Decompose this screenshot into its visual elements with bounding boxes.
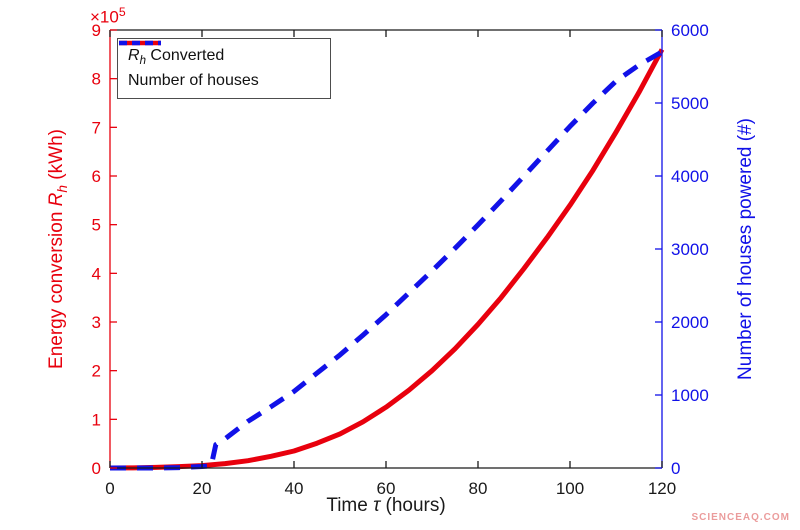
y-right-tick-label: 2000 — [671, 313, 709, 332]
y-right-tick-label: 0 — [671, 459, 680, 478]
legend-sample-dashed-blue-line — [119, 40, 161, 46]
y-right-tick-label: 4000 — [671, 167, 709, 186]
multiplier-exponent: 5 — [118, 5, 126, 19]
x-tick-label: 100 — [556, 479, 584, 498]
watermark: SCIENCEAQ.COM — [691, 512, 790, 523]
x-tick-label: 20 — [193, 479, 212, 498]
x-axis-label: Time τ (hours) — [326, 495, 445, 517]
x-axis-label-symbol: τ — [373, 495, 381, 516]
y-left-tick-label: 4 — [92, 264, 101, 283]
y-right-axis-label: Number of houses powered (#) — [735, 118, 756, 380]
y-right-tick-label: 6000 — [671, 21, 709, 40]
x-tick-label: 60 — [377, 479, 396, 498]
legend-label-number-of-houses: Number of houses — [128, 72, 259, 89]
legend-rh-symbol: R — [128, 46, 140, 64]
y-left-label-pre: Energy conversion — [46, 206, 68, 369]
series-line-0 — [109, 48, 665, 471]
y-left-tick-label: 9 — [92, 21, 101, 40]
x-tick-label: 40 — [285, 479, 304, 498]
legend-rh-post: Converted — [145, 46, 225, 64]
y-left-axis-multiplier: ×105 — [90, 5, 126, 28]
x-axis-label-pre: Time — [326, 495, 374, 516]
y-right-tick-label: 5000 — [671, 94, 709, 113]
y-left-label-symbol: R — [46, 192, 68, 207]
y-left-tick-label: 7 — [92, 118, 101, 137]
multiplier-base: ×10 — [90, 7, 119, 27]
y-right-tick-label: 3000 — [671, 240, 709, 259]
y-left-label-subscript: h — [54, 184, 70, 193]
legend-label-rh-converted: Rh Converted — [128, 47, 224, 67]
y-left-axis-label: Energy conversion Rh (kWh) — [46, 129, 70, 369]
y-left-label-post: (kWh) — [46, 129, 68, 185]
y-left-tick-label: 3 — [92, 313, 101, 332]
series-line-1 — [110, 49, 664, 471]
y-left-tick-label: 5 — [92, 216, 101, 235]
legend-rh-subscript: h — [139, 55, 146, 68]
y-left-tick-label: 2 — [92, 362, 101, 381]
x-tick-label: 80 — [469, 479, 488, 498]
x-tick-label: 0 — [105, 479, 114, 498]
y-left-tick-label: 1 — [92, 410, 101, 429]
y-right-tick-label: 1000 — [671, 386, 709, 405]
y-left-tick-label: 8 — [92, 70, 101, 89]
y-left-tick-label: 0 — [92, 459, 101, 478]
legend: Rh Converted Number of houses — [117, 38, 331, 99]
legend-entry-number-of-houses: Number of houses — [118, 40, 330, 93]
x-tick-label: 120 — [648, 479, 676, 498]
x-axis-label-post: (hours) — [380, 495, 446, 516]
y-left-tick-label: 6 — [92, 167, 101, 186]
legend-entry-rh-converted: Rh Converted — [118, 40, 330, 69]
